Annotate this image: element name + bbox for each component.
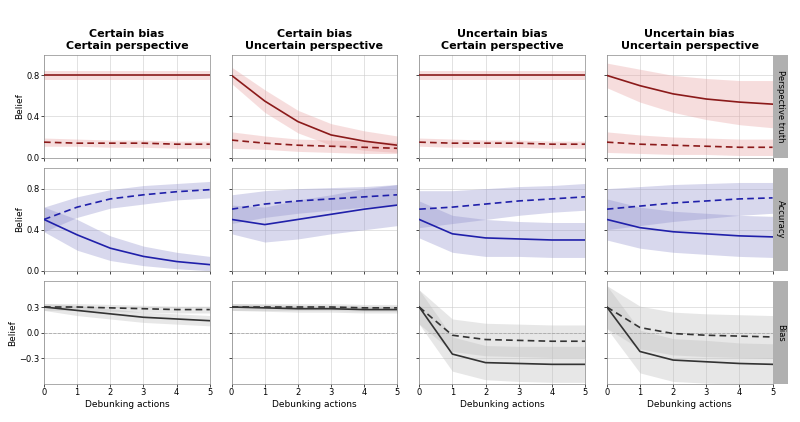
Text: Bias: Bias <box>776 324 785 341</box>
Text: Certain bias
Certain perspective: Certain bias Certain perspective <box>66 29 188 51</box>
Text: Uncertain bias
Certain perspective: Uncertain bias Certain perspective <box>441 29 563 51</box>
Y-axis label: Belief: Belief <box>8 320 17 346</box>
Text: Uncertain bias
Uncertain perspective: Uncertain bias Uncertain perspective <box>621 29 758 51</box>
Text: Certain bias
Uncertain perspective: Certain bias Uncertain perspective <box>246 29 383 51</box>
Y-axis label: Belief: Belief <box>15 206 24 233</box>
X-axis label: Debunking actions: Debunking actions <box>460 400 545 409</box>
X-axis label: Debunking actions: Debunking actions <box>647 400 732 409</box>
Y-axis label: Belief: Belief <box>15 93 24 119</box>
X-axis label: Debunking actions: Debunking actions <box>85 400 170 409</box>
Text: Perspective truth: Perspective truth <box>776 70 785 143</box>
Text: Accuracy: Accuracy <box>776 200 785 239</box>
X-axis label: Debunking actions: Debunking actions <box>272 400 357 409</box>
